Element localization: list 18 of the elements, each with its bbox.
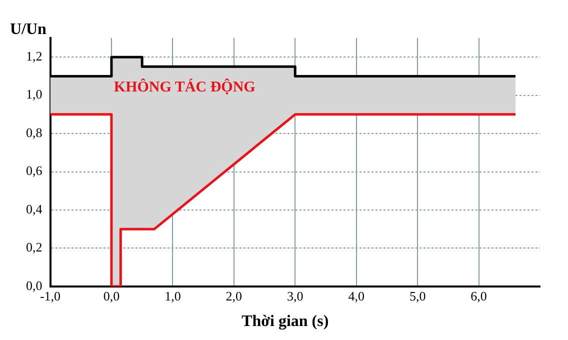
annotation: KHÔNG TÁC ĐỘNG	[114, 78, 256, 96]
y-tick-label: 0,0	[26, 278, 42, 293]
y-axis-title: U/Un	[10, 21, 47, 38]
x-tick-label: 2,0	[226, 288, 242, 304]
x-axis-title: Thời gian (s)	[242, 313, 329, 330]
y-tick-label: 0,2	[26, 240, 42, 255]
x-tick-label: 1,0	[164, 288, 181, 304]
y-tick-label: 0,4	[26, 201, 43, 216]
x-tick-label: 5,0	[409, 288, 426, 304]
y-tick-label: 0,6	[26, 163, 43, 178]
x-tick-label: 3,0	[287, 288, 304, 304]
x-tick-label: 0,0	[103, 288, 120, 304]
x-tick-label: 4,0	[348, 288, 364, 304]
y-tick-label: 1,0	[26, 86, 42, 102]
y-tick-label: 0,8	[26, 124, 42, 140]
y-tick-label: 1,2	[26, 48, 42, 64]
x-tick-label: -1,0	[40, 288, 61, 304]
x-tick-label: 6,0	[470, 288, 487, 304]
